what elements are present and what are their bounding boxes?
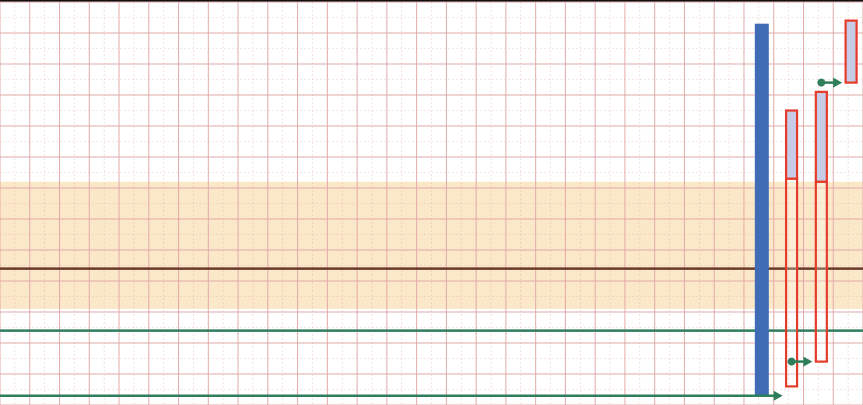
shaded-band — [0, 181, 863, 309]
outlined-bar-3 — [844, 19, 858, 84]
outlined-bar-lower-1 — [784, 177, 799, 388]
top-border — [0, 0, 863, 2]
arrow-head-2 — [803, 356, 813, 367]
blue-bar — [754, 23, 769, 396]
arrow-head-1 — [773, 390, 783, 401]
arrows-layer — [0, 77, 843, 401]
outlined-bar-lower-2 — [814, 180, 828, 363]
arrow-start-dot-3 — [817, 78, 826, 87]
arrow-start-dot-2 — [787, 357, 796, 366]
outlined-bar-upper-1 — [784, 109, 799, 180]
shaded-band-layer — [0, 181, 863, 309]
bars-layer — [754, 19, 858, 396]
arrow-head-3 — [833, 77, 843, 88]
horizontal-lines-layer — [0, 267, 863, 332]
outlined-bar-upper-2 — [814, 90, 828, 183]
